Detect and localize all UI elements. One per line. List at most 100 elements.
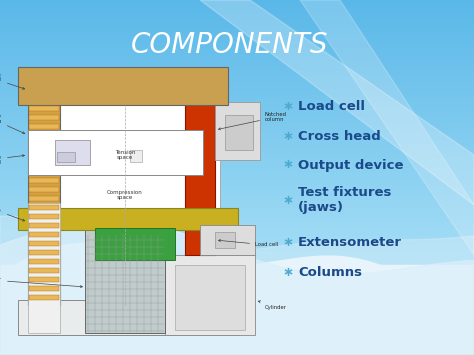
Polygon shape bbox=[0, 265, 474, 355]
Bar bbox=[0, 247, 474, 248]
Bar bbox=[0, 354, 474, 355]
Bar bbox=[0, 284, 474, 285]
Bar bbox=[29, 160, 59, 165]
Bar bbox=[0, 344, 474, 345]
Bar bbox=[0, 258, 474, 259]
Bar bbox=[0, 277, 474, 278]
Bar bbox=[0, 327, 474, 328]
Bar bbox=[0, 321, 474, 322]
Bar bbox=[0, 74, 474, 75]
Bar bbox=[0, 259, 474, 260]
Bar bbox=[0, 275, 474, 276]
Bar bbox=[0, 253, 474, 254]
Bar bbox=[0, 157, 474, 158]
Bar bbox=[215, 232, 235, 248]
Bar bbox=[0, 220, 474, 221]
Bar bbox=[0, 96, 474, 97]
Bar bbox=[0, 257, 474, 258]
Bar bbox=[28, 100, 60, 305]
Bar bbox=[0, 167, 474, 168]
Bar bbox=[29, 106, 59, 111]
Bar bbox=[0, 279, 474, 280]
Bar bbox=[0, 242, 474, 243]
Bar bbox=[0, 0, 474, 1]
Bar bbox=[0, 93, 474, 94]
Bar bbox=[0, 95, 474, 96]
Bar bbox=[0, 205, 474, 206]
Bar bbox=[225, 115, 253, 150]
Bar bbox=[85, 228, 165, 333]
Bar bbox=[0, 7, 474, 8]
Bar bbox=[0, 210, 474, 211]
Bar bbox=[0, 19, 474, 20]
Bar bbox=[0, 215, 474, 216]
Bar bbox=[0, 128, 474, 129]
Bar bbox=[0, 92, 474, 93]
Bar bbox=[29, 250, 59, 255]
Bar bbox=[0, 102, 474, 103]
Bar bbox=[29, 142, 59, 147]
Bar bbox=[0, 62, 474, 63]
Bar bbox=[0, 17, 474, 18]
Bar bbox=[60, 105, 220, 225]
Bar bbox=[29, 277, 59, 282]
Bar bbox=[0, 16, 474, 17]
Bar bbox=[0, 236, 474, 237]
Text: Notched
column: Notched column bbox=[219, 111, 287, 130]
Bar bbox=[0, 263, 474, 264]
Bar bbox=[0, 104, 474, 105]
Bar bbox=[215, 102, 260, 160]
Polygon shape bbox=[200, 0, 474, 205]
Bar bbox=[0, 319, 474, 320]
Bar bbox=[0, 158, 474, 159]
Bar bbox=[0, 302, 474, 303]
Bar bbox=[0, 63, 474, 64]
Bar bbox=[0, 183, 474, 184]
Bar bbox=[0, 116, 474, 117]
Bar bbox=[0, 168, 474, 169]
Bar bbox=[0, 18, 474, 19]
Bar bbox=[0, 151, 474, 152]
Bar bbox=[29, 259, 59, 264]
Bar bbox=[95, 228, 175, 260]
Bar bbox=[0, 119, 474, 120]
Text: Cylinder: Cylinder bbox=[258, 301, 287, 310]
Bar bbox=[0, 189, 474, 190]
Bar bbox=[0, 202, 474, 203]
Bar bbox=[0, 299, 474, 300]
Bar bbox=[0, 300, 474, 301]
Text: Test fixtures
(jaws): Test fixtures (jaws) bbox=[298, 186, 392, 214]
Bar bbox=[0, 196, 474, 197]
Bar bbox=[0, 38, 474, 39]
Bar bbox=[0, 147, 474, 148]
Bar bbox=[0, 61, 474, 62]
Text: Extensometer: Extensometer bbox=[298, 236, 402, 250]
Bar bbox=[0, 123, 474, 124]
Bar bbox=[0, 274, 474, 275]
Bar bbox=[0, 208, 474, 209]
Text: Cylinder: Cylinder bbox=[0, 278, 82, 288]
Bar bbox=[0, 331, 474, 332]
Bar bbox=[0, 337, 474, 338]
Bar bbox=[0, 83, 474, 84]
Bar bbox=[0, 90, 474, 91]
Text: ∗: ∗ bbox=[282, 100, 293, 114]
Bar bbox=[0, 179, 474, 180]
Bar bbox=[0, 28, 474, 29]
Bar bbox=[0, 261, 474, 262]
Bar bbox=[0, 23, 474, 24]
Bar bbox=[0, 143, 474, 144]
Bar bbox=[0, 53, 474, 54]
Bar bbox=[0, 164, 474, 165]
Bar bbox=[0, 176, 474, 177]
Bar bbox=[55, 140, 90, 165]
Bar bbox=[29, 214, 59, 219]
Bar bbox=[29, 115, 59, 120]
Bar bbox=[0, 41, 474, 42]
Text: Load cell: Load cell bbox=[219, 240, 278, 247]
Bar bbox=[18, 67, 228, 105]
Bar bbox=[0, 227, 474, 228]
Bar bbox=[0, 206, 474, 207]
Bar bbox=[0, 14, 474, 15]
Bar bbox=[0, 214, 474, 215]
